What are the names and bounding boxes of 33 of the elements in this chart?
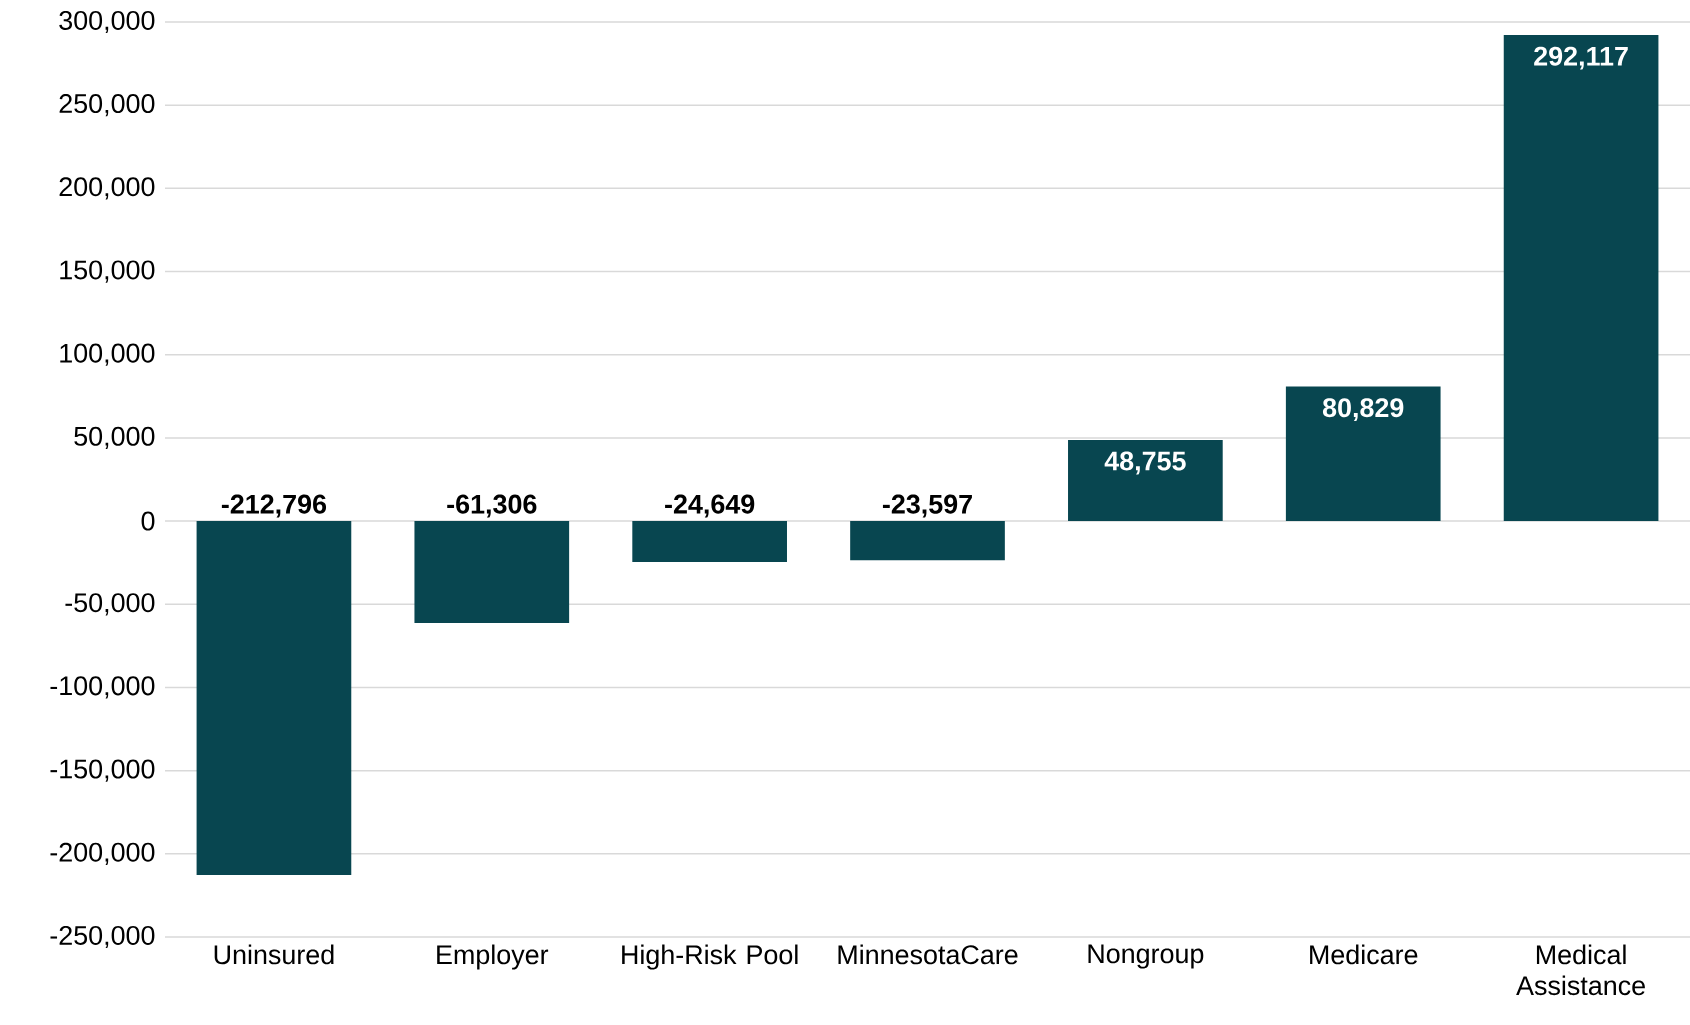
data-label: -61,306 <box>447 494 537 518</box>
bar <box>632 521 787 563</box>
y-tick-label: -250,000 <box>50 925 155 949</box>
bar <box>414 521 570 624</box>
y-tick-label: 300,000 <box>59 10 155 34</box>
bar <box>850 521 1005 561</box>
bar <box>1503 35 1659 522</box>
y-tick-label: -100,000 <box>50 676 155 699</box>
data-label: 80,829 <box>1322 398 1404 422</box>
y-tick-label: 100,000 <box>60 343 155 366</box>
data-label: 48,755 <box>1104 451 1186 475</box>
data-label: -23,597 <box>882 494 972 518</box>
y-tick-label: 150,000 <box>60 260 155 283</box>
x-tick-label: MinnesotaCare <box>838 944 1018 965</box>
y-tick-label: -150,000 <box>50 759 155 782</box>
x-tick-label: High-Risk Pool <box>622 944 798 970</box>
y-tick-label: 250,000 <box>59 94 155 117</box>
y-tick-label: -50,000 <box>65 593 155 616</box>
y-tick-label: 50,000 <box>74 426 155 450</box>
bar <box>196 521 352 876</box>
x-tick-label: Medicare <box>1310 944 1418 965</box>
data-label: -212,796 <box>221 494 327 518</box>
x-tick-label: Medical Assistance <box>1516 944 1645 996</box>
y-tick-label: 0 <box>141 511 155 531</box>
y-tick-label: -200,000 <box>50 842 155 865</box>
x-tick-label: Employer <box>437 944 549 970</box>
x-tick-label: Nongroup <box>1088 944 1204 969</box>
y-tick-label: 200,000 <box>59 177 155 200</box>
x-tick-label: Uninsured <box>214 944 334 965</box>
bar <box>1068 439 1223 522</box>
bar <box>1285 386 1441 522</box>
data-label: 292,117 <box>1534 46 1628 70</box>
data-label: -24,649 <box>665 494 755 518</box>
